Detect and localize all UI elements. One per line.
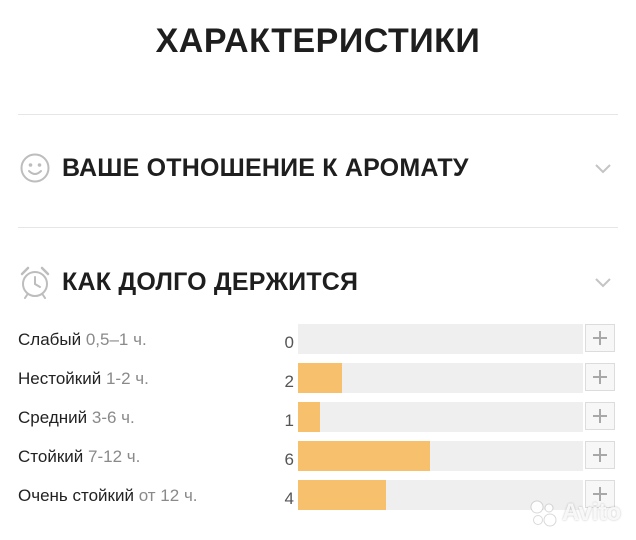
- longevity-row: Слабый 0,5–1 ч. 0: [18, 322, 618, 361]
- longevity-rows: Слабый 0,5–1 ч. 0 Нестойкий 1-2 ч. 2 Сре…: [18, 322, 618, 517]
- row-name: Средний 3-6 ч.: [18, 408, 135, 427]
- avito-logo-icon: [530, 500, 557, 527]
- row-bar-fill: [298, 363, 342, 393]
- smiley-icon: [18, 151, 52, 185]
- row-bar-fill: [298, 441, 430, 471]
- longevity-row: Нестойкий 1-2 ч. 2: [18, 361, 618, 400]
- longevity-row: Очень стойкий от 12 ч. 4: [18, 478, 618, 517]
- plus-icon[interactable]: [585, 441, 615, 469]
- row-bar-fill: [298, 402, 320, 432]
- longevity-row: Стойкий 7-12 ч. 6: [18, 439, 618, 478]
- row-count: 4: [284, 489, 294, 508]
- row-name: Слабый 0,5–1 ч.: [18, 330, 147, 349]
- alarm-clock-icon: [18, 265, 52, 299]
- chevron-down-icon[interactable]: [592, 157, 614, 179]
- row-bar-track: [298, 402, 583, 432]
- plus-icon[interactable]: [585, 324, 615, 352]
- divider-middle: [18, 227, 618, 228]
- chevron-down-icon[interactable]: [592, 271, 614, 293]
- row-bar-fill: [298, 480, 386, 510]
- watermark-text: Avito: [562, 499, 622, 526]
- section-attitude-label: ВАШЕ ОТНОШЕНИЕ К АРОМАТУ: [62, 153, 469, 182]
- plus-icon[interactable]: [585, 363, 615, 391]
- row-count: 0: [284, 333, 294, 352]
- row-bar-track: [298, 441, 583, 471]
- section-attitude-header[interactable]: ВАШЕ ОТНОШЕНИЕ К АРОМАТУ: [18, 146, 618, 190]
- row-bar-track: [298, 324, 583, 354]
- row-name: Нестойкий 1-2 ч.: [18, 369, 149, 388]
- row-name: Стойкий 7-12 ч.: [18, 447, 141, 466]
- divider-top: [18, 114, 618, 115]
- section-longevity-header[interactable]: КАК ДОЛГО ДЕРЖИТСЯ: [18, 260, 618, 304]
- longevity-row: Средний 3-6 ч. 1: [18, 400, 618, 439]
- avito-watermark: Avito: [528, 496, 628, 530]
- plus-icon[interactable]: [585, 480, 615, 508]
- section-longevity-label: КАК ДОЛГО ДЕРЖИТСЯ: [62, 267, 359, 296]
- row-count: 6: [284, 450, 294, 469]
- row-count: 2: [284, 372, 294, 391]
- row-count: 1: [284, 411, 294, 430]
- plus-icon[interactable]: [585, 402, 615, 430]
- page-title: ХАРАКТЕРИСТИКИ: [155, 22, 481, 60]
- row-name: Очень стойкий от 12 ч.: [18, 486, 198, 505]
- row-bar-track: [298, 363, 583, 393]
